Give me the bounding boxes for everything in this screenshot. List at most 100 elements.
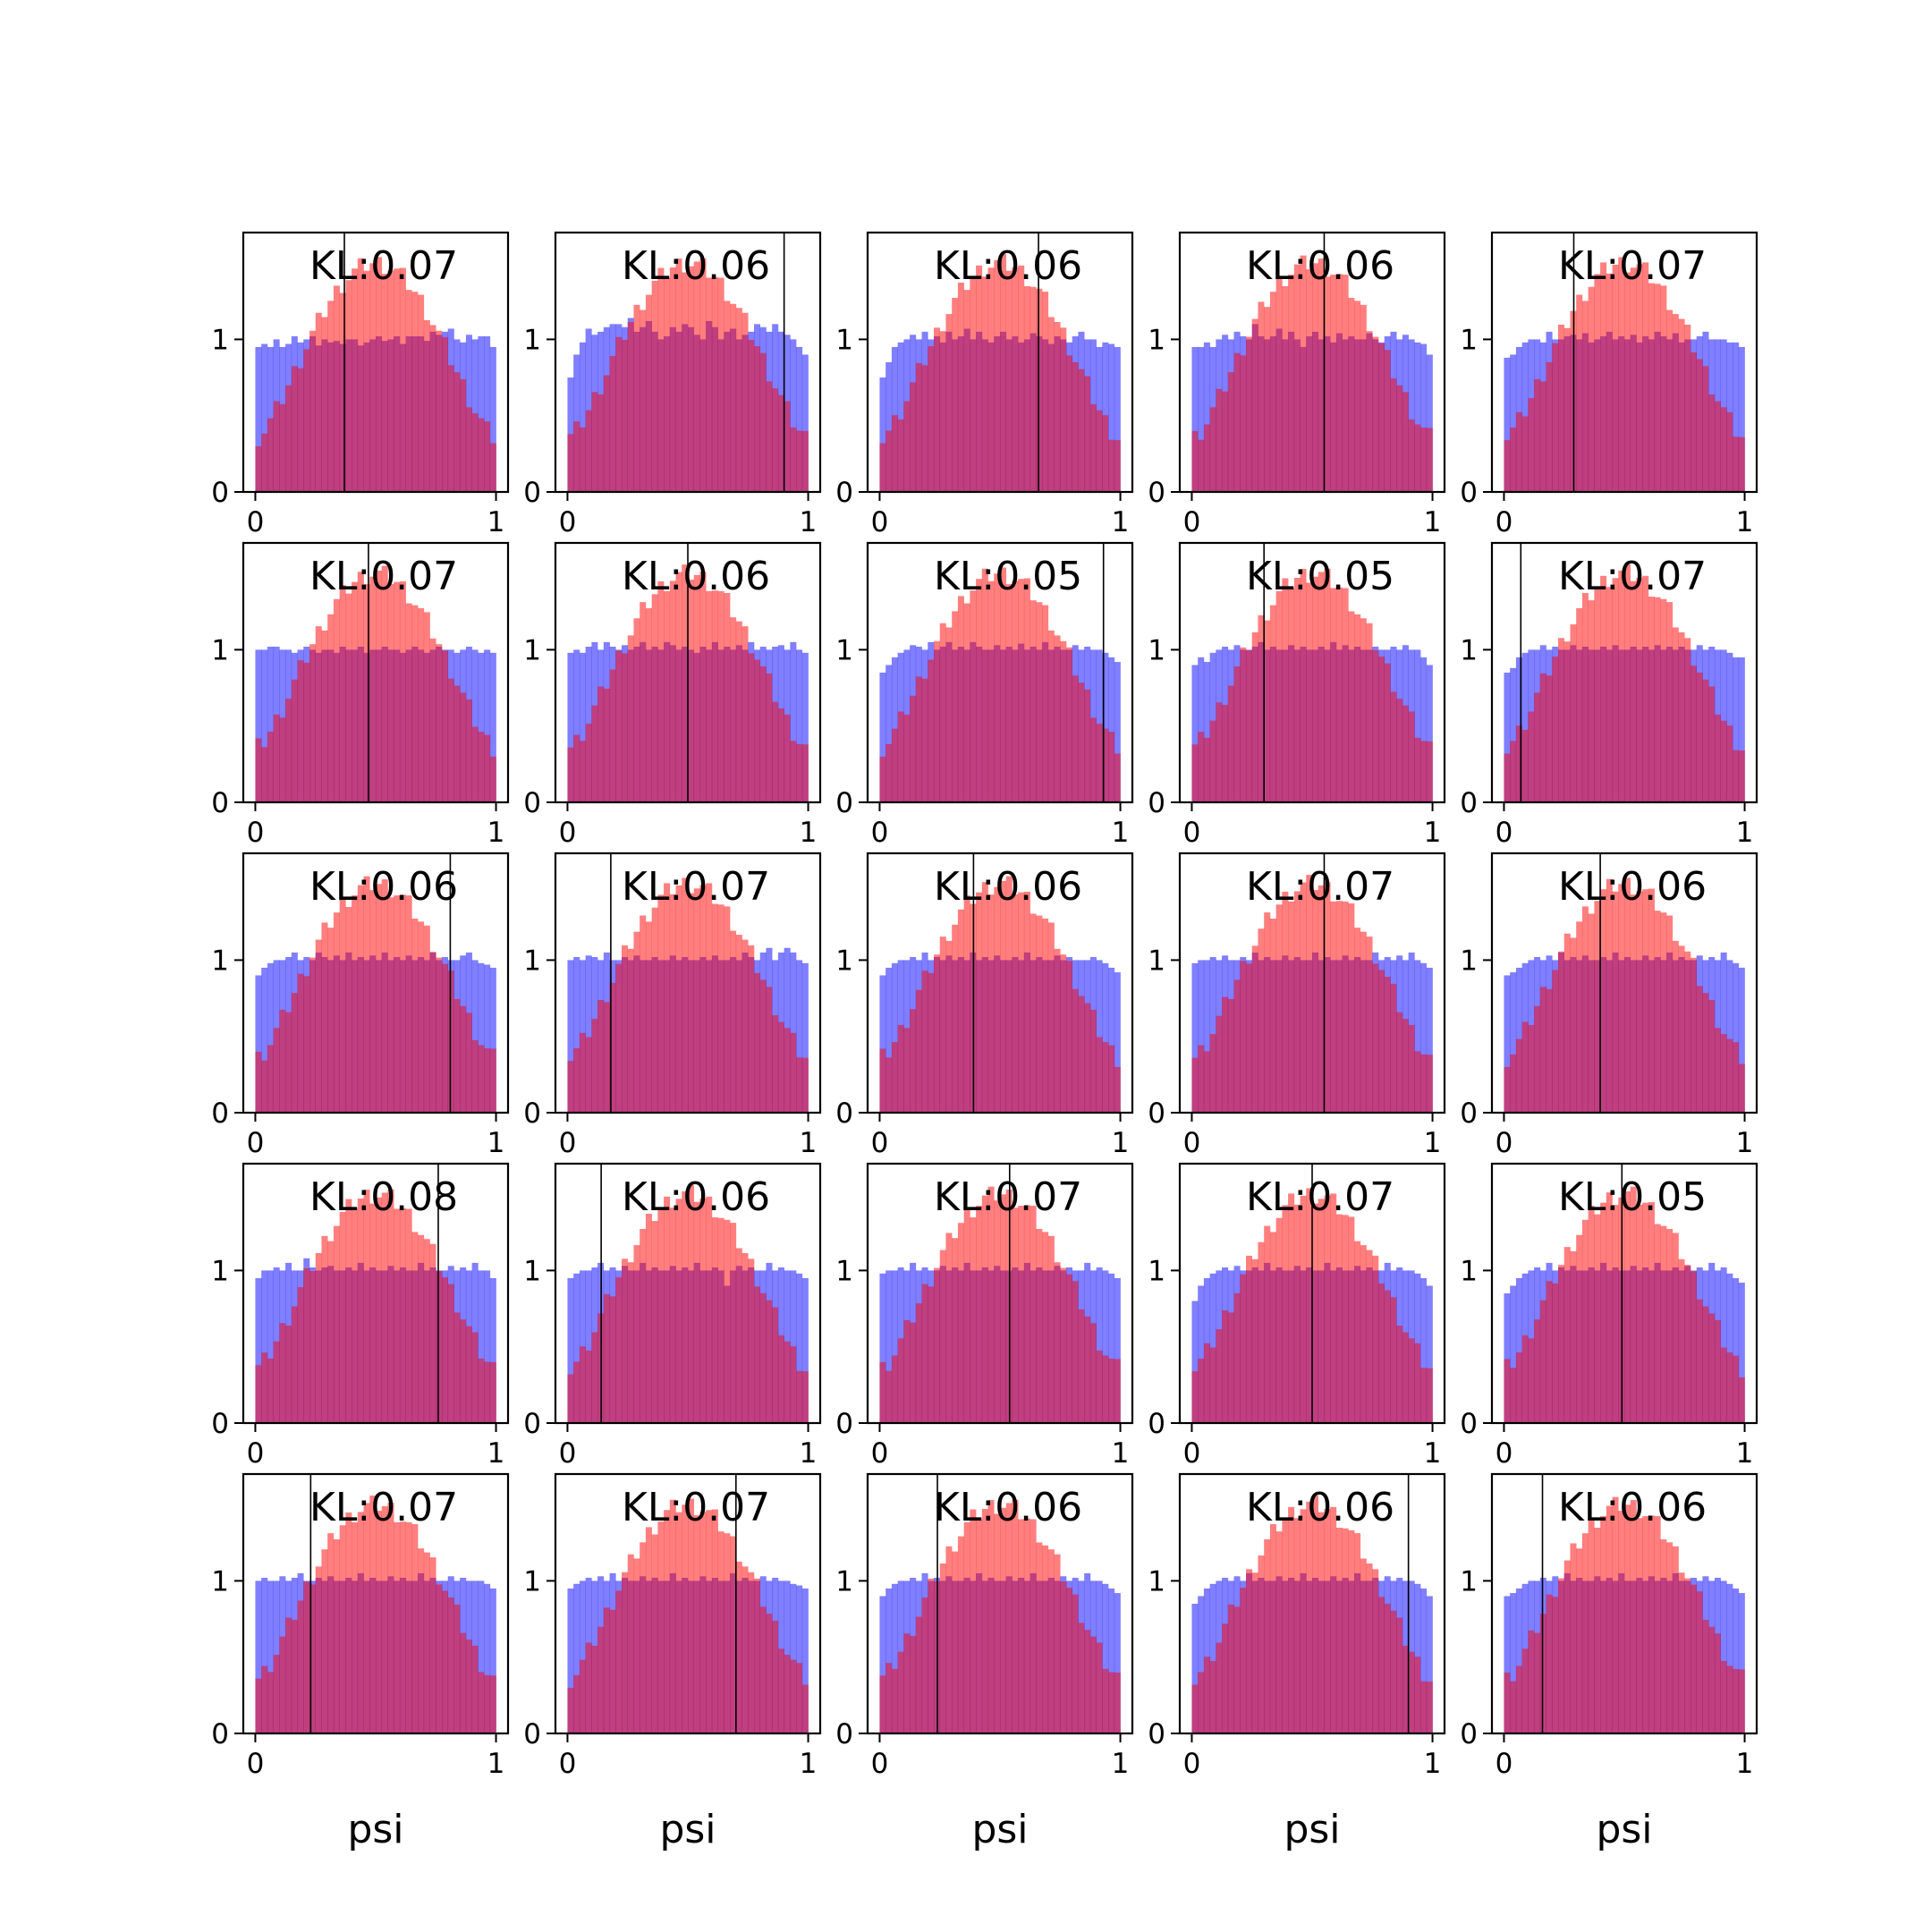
red-bar (1539, 673, 1546, 802)
blue-bar (1191, 346, 1199, 492)
red-bar (333, 1225, 340, 1423)
red-bar (1702, 366, 1709, 492)
blue-bar (879, 1596, 886, 1733)
red-bar (267, 732, 274, 802)
blue-bar (1738, 1593, 1745, 1733)
blue-bar (567, 960, 574, 1113)
red-bar (1552, 1283, 1559, 1423)
red-bar (790, 427, 797, 492)
red-bar (1216, 1642, 1223, 1733)
blue-bar (1198, 960, 1205, 1113)
red-bar (478, 418, 485, 492)
red-bar (772, 1015, 779, 1113)
red-bar (1588, 1206, 1595, 1423)
blue-bar (1504, 357, 1511, 492)
red-bar (261, 433, 268, 492)
red-bar (1072, 675, 1079, 802)
red-bar (423, 612, 430, 802)
red-bar (1269, 919, 1276, 1113)
red-bar (423, 1552, 430, 1733)
blue-bar (1504, 975, 1511, 1113)
red-bar (1264, 1538, 1271, 1733)
red-bar (1246, 650, 1253, 802)
red-bar (891, 415, 898, 492)
red-bar (489, 1675, 496, 1733)
red-bar (489, 756, 496, 802)
blue-bar (1426, 1596, 1433, 1733)
red-bar (399, 1521, 406, 1733)
red-bar (1600, 575, 1607, 802)
red-bar (1240, 647, 1247, 802)
blue-bar (886, 362, 893, 492)
y-tick-label: 1 (1460, 634, 1478, 666)
blue-bar (478, 1270, 485, 1423)
red-bar (633, 931, 640, 1113)
red-bar (597, 999, 605, 1113)
red-bar (1264, 620, 1271, 802)
red-bar (363, 1503, 370, 1733)
red-bar (1672, 314, 1679, 492)
blue-bar (790, 952, 797, 1113)
blue-bar (484, 964, 491, 1113)
red-bar (1624, 877, 1631, 1113)
red-bar (945, 940, 953, 1113)
red-bar (1396, 1326, 1403, 1423)
red-bar (759, 1606, 767, 1733)
red-bar (1222, 1623, 1229, 1733)
red-bar (784, 714, 791, 802)
blue-bar (886, 665, 893, 802)
red-bar (429, 1557, 436, 1733)
red-bar (321, 922, 328, 1113)
red-bar (1696, 672, 1703, 802)
red-bar (1269, 1523, 1276, 1733)
red-bar (1072, 1594, 1079, 1733)
red-bar (1072, 988, 1079, 1113)
red-bar (369, 576, 377, 802)
blue-bar (489, 1277, 496, 1423)
red-bar (1378, 657, 1385, 802)
red-bar (1066, 355, 1073, 492)
red-bar (1515, 1665, 1522, 1733)
red-bar (381, 879, 388, 1113)
red-bar (645, 1213, 652, 1423)
red-bar (1576, 1548, 1583, 1733)
red-bar (915, 362, 922, 492)
blue-bar (1102, 962, 1109, 1113)
red-bar (442, 650, 449, 802)
red-bar (1666, 915, 1674, 1113)
red-bar (1521, 729, 1529, 802)
red-bar (279, 1636, 286, 1733)
red-bar (699, 885, 707, 1113)
red-bar (645, 608, 652, 802)
red-bar (1023, 578, 1030, 802)
red-bar (640, 1542, 647, 1733)
red-bar (1708, 999, 1716, 1113)
red-bar (1426, 1682, 1433, 1733)
red-bar (735, 1561, 742, 1733)
red-bar (1402, 1019, 1409, 1113)
red-bar (1630, 580, 1637, 802)
red-bar (1114, 1359, 1121, 1423)
red-bar (1089, 1636, 1097, 1733)
red-bar (1096, 1642, 1103, 1733)
red-bar (285, 699, 292, 802)
red-bar (1606, 1192, 1613, 1423)
red-bar (255, 1051, 262, 1113)
panel-14: 0 1 0 1 KL:0.07 (1148, 852, 1446, 1159)
red-bar (1581, 1219, 1589, 1423)
y-tick-label: 1 (1460, 1255, 1478, 1287)
red-bar (651, 280, 658, 492)
red-bar (327, 301, 335, 492)
red-bar (273, 401, 280, 492)
red-bar (603, 1293, 610, 1423)
red-bar (1096, 1037, 1103, 1113)
red-bar (1576, 294, 1583, 492)
red-bar (442, 1590, 449, 1733)
red-bar (735, 1248, 742, 1423)
red-bar (699, 1198, 707, 1423)
red-bar (1528, 1338, 1535, 1423)
axes-frame (866, 1162, 1134, 1425)
red-bar (1684, 324, 1691, 492)
red-bar (1588, 913, 1595, 1113)
kl-label: KL:0.07 (1558, 554, 1707, 599)
